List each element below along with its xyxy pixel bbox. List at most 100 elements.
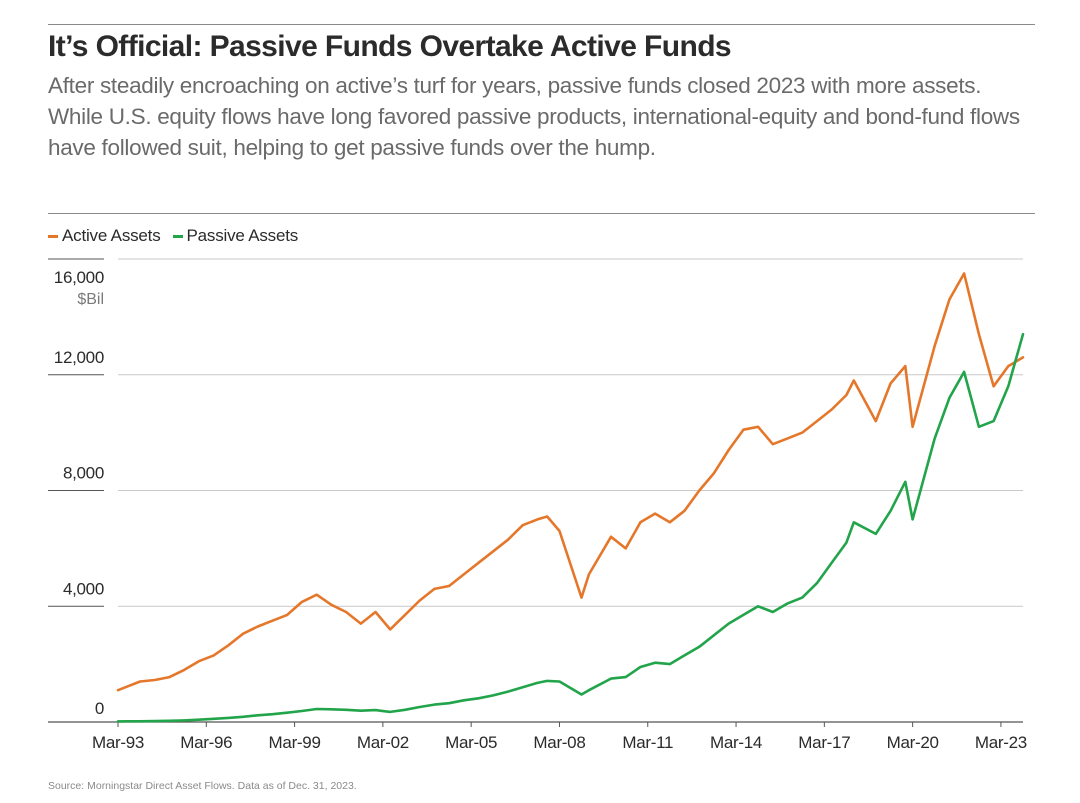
data-point-active xyxy=(374,611,377,613)
data-point-active xyxy=(448,585,450,587)
data-point-active xyxy=(521,524,524,527)
data-point-passive xyxy=(852,521,855,524)
line-chart: 0 4,000 8,000 12,000 16,000 $Bil Mar-93 Mar-96 M… xyxy=(48,258,1027,752)
data-point-active xyxy=(639,521,642,524)
data-point-active xyxy=(610,535,612,538)
data-point-active xyxy=(683,509,686,512)
x-tick-label: Mar-08 xyxy=(533,733,585,752)
data-point-passive xyxy=(242,715,245,718)
data-point-passive xyxy=(301,710,303,712)
data-point-passive xyxy=(654,661,656,664)
data-point-active xyxy=(389,628,392,631)
data-point-passive xyxy=(624,676,627,678)
data-point-passive xyxy=(668,663,671,665)
data-point-active xyxy=(256,625,259,628)
data-point-active xyxy=(117,689,119,692)
data-point-passive xyxy=(610,677,612,680)
data-point-passive xyxy=(830,561,833,564)
y-tick-label: 0 xyxy=(95,699,104,718)
top-divider xyxy=(48,24,1035,25)
data-point-passive xyxy=(963,371,965,373)
x-tick-label: Mar-02 xyxy=(357,733,409,752)
data-point-passive xyxy=(404,708,406,711)
data-point-passive xyxy=(315,708,318,710)
data-point-passive xyxy=(507,690,509,693)
data-point-active xyxy=(727,449,730,451)
data-point-passive xyxy=(117,720,119,723)
data-point-active xyxy=(742,428,745,431)
data-point-passive xyxy=(359,709,362,712)
y-tick-label: 16,000 xyxy=(54,268,104,287)
data-point-passive xyxy=(492,694,495,697)
x-tick-label: Mar-96 xyxy=(180,733,232,752)
data-point-passive xyxy=(462,699,465,702)
data-point-active xyxy=(492,550,495,553)
data-point-passive xyxy=(713,634,715,637)
chart-legend: Active Assets Passive Assets xyxy=(48,226,298,246)
data-point-passive xyxy=(639,666,642,668)
x-tick-label: Mar-14 xyxy=(710,733,762,752)
x-tick-label: Mar-11 xyxy=(622,733,673,752)
data-point-active xyxy=(801,431,804,434)
legend-item-passive: Passive Assets xyxy=(172,226,299,246)
data-point-passive xyxy=(904,480,907,483)
data-point-passive xyxy=(683,654,686,657)
data-point-passive xyxy=(198,718,200,721)
data-point-active xyxy=(404,614,406,616)
data-point-passive xyxy=(418,706,421,708)
data-point-active xyxy=(271,619,274,622)
legend-label-passive: Passive Assets xyxy=(186,226,299,245)
series-line-active xyxy=(116,272,1025,692)
data-point-active xyxy=(345,611,347,613)
data-point-active xyxy=(786,437,789,440)
series-line-passive xyxy=(116,332,1025,723)
source-note: Source: Morningstar Direct Asset Flows. … xyxy=(48,780,357,792)
data-point-active xyxy=(654,512,656,515)
data-point-passive xyxy=(580,693,583,696)
data-point-active xyxy=(359,622,362,625)
data-point-active xyxy=(558,530,561,532)
data-point-active xyxy=(212,654,215,657)
data-point-passive xyxy=(153,720,156,722)
data-point-active xyxy=(904,365,907,367)
data-point-passive xyxy=(374,709,377,711)
y-tick-label: 4,000 xyxy=(63,579,104,598)
data-point-passive xyxy=(786,602,789,605)
x-tick-label: Mar-17 xyxy=(798,733,850,752)
data-point-active xyxy=(168,676,171,678)
data-point-passive xyxy=(845,541,848,544)
data-point-active xyxy=(477,561,480,564)
chart-title: It’s Official: Passive Funds Overtake Ac… xyxy=(48,30,732,63)
data-point-active xyxy=(978,333,980,336)
data-point-active xyxy=(874,420,877,422)
legend-swatch-passive xyxy=(172,234,183,238)
data-point-active xyxy=(153,679,156,681)
data-point-passive xyxy=(227,717,230,719)
data-point-passive xyxy=(448,702,450,705)
data-point-passive xyxy=(816,582,818,584)
y-tick-label: 12,000 xyxy=(54,348,104,367)
x-tick-label: Mar-99 xyxy=(269,733,321,752)
data-point-active xyxy=(198,660,200,663)
data-point-active xyxy=(852,379,855,382)
legend-label-active: Active Assets xyxy=(62,226,161,245)
data-point-active xyxy=(139,680,142,683)
data-point-passive xyxy=(1022,333,1024,336)
data-point-passive xyxy=(933,437,936,440)
data-point-passive xyxy=(286,711,289,714)
data-point-active xyxy=(911,425,914,428)
data-point-active xyxy=(462,573,465,576)
data-point-passive xyxy=(389,711,392,713)
data-point-passive xyxy=(546,680,549,682)
data-point-active xyxy=(536,518,539,521)
data-point-active xyxy=(286,614,289,616)
data-point-active xyxy=(242,632,245,635)
y-tick-label: 8,000 xyxy=(63,464,104,483)
data-point-passive xyxy=(948,397,951,399)
data-point-passive xyxy=(801,596,804,599)
x-tick-label: Mar-93 xyxy=(92,733,144,752)
data-point-passive xyxy=(588,689,590,692)
data-point-active xyxy=(227,644,230,647)
x-tick-label: Mar-05 xyxy=(445,733,497,752)
data-point-active xyxy=(433,588,436,590)
